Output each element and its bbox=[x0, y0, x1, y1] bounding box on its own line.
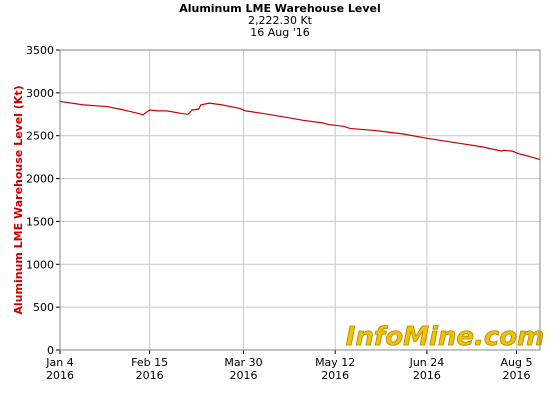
chart-subtitle: 2,222.30 Kt bbox=[248, 14, 313, 27]
x-tick-year: 2016 bbox=[229, 369, 257, 382]
date-label: 16 Aug '16 bbox=[250, 26, 310, 39]
x-tick-year: 2016 bbox=[46, 369, 74, 382]
y-tick-label: 1500 bbox=[26, 215, 54, 228]
watermark: InfoMine.com bbox=[346, 322, 545, 352]
chart-title: Aluminum LME Warehouse Level bbox=[179, 2, 381, 15]
x-tick-label: May 12 bbox=[315, 356, 355, 369]
line-series bbox=[59, 100, 541, 161]
y-axis-label: Aluminum LME Warehouse Level (Kt) bbox=[12, 85, 25, 314]
y-tick-label: 0 bbox=[47, 344, 54, 357]
x-tick-label: Jun 24 bbox=[409, 356, 445, 369]
x-tick-year: 2016 bbox=[321, 369, 349, 382]
y-tick-label: 500 bbox=[33, 301, 54, 314]
x-tick-label: Jan 4 bbox=[45, 356, 73, 369]
x-tick-label: Aug 5 bbox=[501, 356, 533, 369]
x-tick-year: 2016 bbox=[503, 369, 531, 382]
plot-frame bbox=[59, 49, 541, 351]
x-tick-label: Mar 30 bbox=[224, 356, 262, 369]
x-tick-year: 2016 bbox=[413, 369, 441, 382]
y-tick-label: 3000 bbox=[26, 87, 54, 100]
y-tick-label: 3500 bbox=[26, 44, 54, 57]
y-tick-label: 1000 bbox=[26, 258, 54, 271]
x-tick-label: Feb 15 bbox=[131, 356, 168, 369]
x-tick-year: 2016 bbox=[136, 369, 164, 382]
y-tick-label: 2500 bbox=[26, 130, 54, 143]
y-tick-label: 2000 bbox=[26, 173, 54, 186]
